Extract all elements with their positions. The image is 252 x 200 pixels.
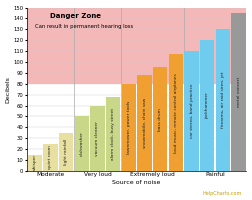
Bar (75, 116, 89, 171)
Bar (153, 67, 167, 171)
Text: firearms, air raid siren, jet: firearms, air raid siren, jet (221, 72, 225, 128)
Bar (231, 13, 246, 171)
Bar (106, 97, 120, 171)
Y-axis label: Decibels: Decibels (6, 76, 11, 103)
Text: light rainfall: light rainfall (64, 139, 68, 165)
Text: lawnmower, power tools: lawnmower, power tools (127, 101, 131, 154)
Bar (90, 106, 105, 171)
Bar (137, 75, 152, 171)
Text: loud music, remote control airplanes: loud music, remote control airplanes (174, 73, 178, 153)
Text: bass drum: bass drum (158, 108, 162, 131)
Text: quiet room: quiet room (48, 145, 52, 169)
Text: alarm clock, busy street: alarm clock, busy street (111, 108, 115, 160)
Bar (27, 8, 246, 84)
Bar (122, 84, 136, 171)
Bar (216, 29, 230, 171)
Text: dishwasher: dishwasher (80, 131, 84, 156)
Text: HelpCharts.com: HelpCharts.com (203, 191, 242, 196)
Text: car stereo, band practice: car stereo, band practice (190, 84, 194, 138)
Bar (59, 133, 73, 171)
Text: Danger Zone: Danger Zone (50, 13, 102, 19)
Bar (43, 144, 58, 171)
Text: whisper: whisper (33, 154, 37, 171)
Text: vacuum cleaner: vacuum cleaner (96, 121, 100, 156)
Text: snowmobile, chain saw: snowmobile, chain saw (143, 98, 146, 148)
Bar (184, 51, 199, 171)
Text: metal concert: metal concert (237, 77, 241, 107)
Bar (169, 54, 183, 171)
Bar (200, 40, 214, 171)
X-axis label: Source of noise: Source of noise (112, 180, 161, 185)
Bar (27, 155, 42, 171)
Text: Can result in permanent hearing loss: Can result in permanent hearing loss (35, 24, 133, 29)
Text: jackhammer: jackhammer (205, 92, 209, 119)
